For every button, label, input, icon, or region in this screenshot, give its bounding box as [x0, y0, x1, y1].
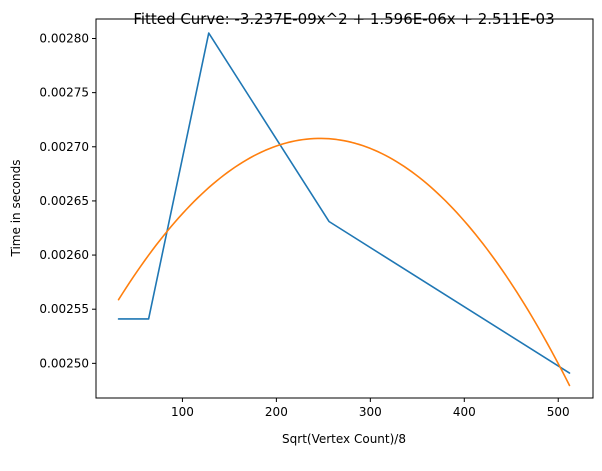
y-tick-label: 0.00250 [39, 356, 89, 370]
y-axis-label: Time in seconds [9, 160, 23, 258]
x-tick-label: 100 [171, 405, 194, 419]
x-tick-label: 200 [265, 405, 288, 419]
y-tick-label: 0.00260 [39, 248, 89, 262]
x-tick-label: 400 [453, 405, 476, 419]
plot-area [95, 18, 594, 399]
y-tick-label: 0.00265 [39, 194, 89, 208]
x-tick-label: 500 [547, 405, 570, 419]
y-axis: 0.00250 0.00255 0.00260 0.00265 0.00270 0.002… [39, 31, 96, 370]
fitted-curve-line [117, 137, 571, 387]
x-axis-label: Sqrt(Vertex Count)/8 [282, 432, 406, 446]
x-tick-label: 300 [359, 405, 382, 419]
y-tick-label: 0.00270 [39, 140, 89, 154]
x-axis: 100 200 300 400 500 [171, 398, 570, 419]
measured-time-line [117, 32, 571, 374]
y-tick-label: 0.00280 [39, 31, 89, 45]
series-layer [117, 32, 571, 387]
y-tick-label: 0.00255 [39, 302, 89, 316]
y-tick-label: 0.00275 [39, 86, 89, 100]
